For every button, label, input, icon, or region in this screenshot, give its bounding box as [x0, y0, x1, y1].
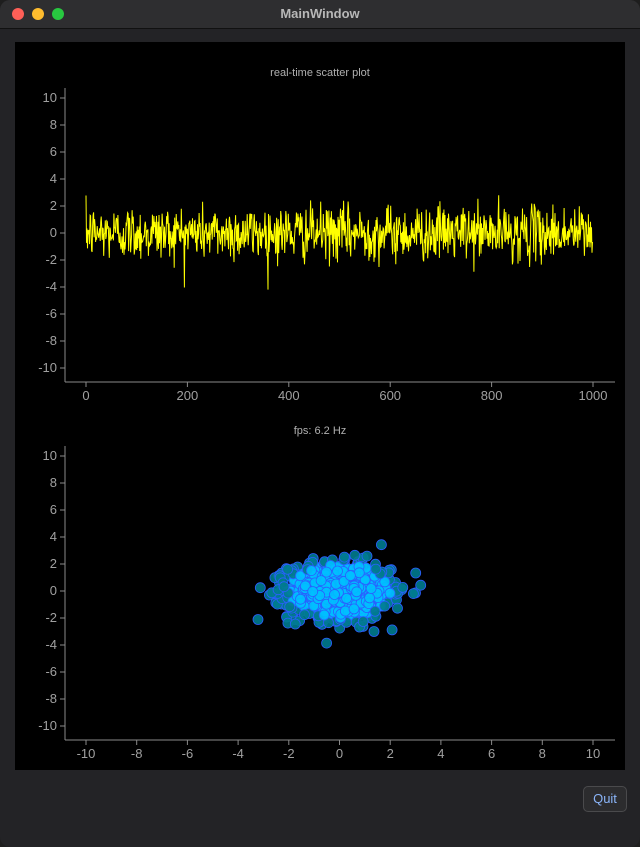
scatter-point	[295, 570, 306, 582]
scatter-point	[252, 614, 264, 625]
scatter-point	[359, 574, 371, 586]
scatter-point	[351, 586, 363, 598]
scatter-point	[282, 563, 294, 575]
scatter-point	[415, 579, 427, 591]
scatter-point	[364, 592, 376, 604]
scatter-point	[341, 593, 353, 604]
x-tick-label: 2	[387, 746, 394, 761]
scatter-point	[305, 565, 317, 576]
scatter-point	[368, 626, 380, 637]
x-tick-label: 10	[586, 746, 600, 761]
y-tick-label: 0	[50, 225, 57, 240]
scatter-point	[344, 570, 356, 581]
scatter-point	[386, 624, 398, 636]
scatter-point	[365, 583, 377, 594]
scatter-point	[284, 601, 296, 613]
y-tick-label: -8	[45, 333, 57, 348]
quit-button[interactable]: Quit	[583, 786, 627, 812]
y-tick-label: -2	[45, 252, 57, 267]
close-icon[interactable]	[12, 8, 24, 20]
zoom-icon[interactable]	[52, 8, 64, 20]
y-tick-label: 8	[50, 475, 57, 490]
x-tick-label: 4	[437, 746, 444, 761]
scatter-chart: fps: 6.2 Hz 10 8 6 4 2 0 -2 -4 -6 -8 -10 -10 -8 -6 -4 -2…	[38, 425, 615, 761]
scatter-point	[384, 587, 396, 599]
scatter-point	[295, 593, 306, 605]
x-tick-label: 800	[481, 388, 503, 403]
y-tick-label: -4	[45, 637, 57, 652]
scatter-point	[348, 603, 360, 615]
scatter-point	[307, 586, 319, 597]
scatter-point	[332, 565, 343, 577]
y-tick-label: 10	[43, 90, 57, 105]
y-tick-label: 4	[50, 171, 57, 186]
scatter-point	[321, 566, 332, 578]
scatter-point	[407, 588, 419, 599]
x-tick-label: -4	[232, 746, 244, 761]
x-tick-label: -2	[283, 746, 295, 761]
y-tick-label: 2	[50, 198, 57, 213]
plots-svg: real-time scatter plot 10 8 6 4 2 0 -2 -4 -6 -8 -10…	[38, 67, 615, 761]
x-tick-label: 0	[336, 746, 343, 761]
y-tick-label: -6	[45, 664, 57, 679]
minimize-icon[interactable]	[32, 8, 44, 20]
x-tick-label: -6	[182, 746, 194, 761]
title-bar: MainWindow	[0, 0, 640, 29]
line-chart: real-time scatter plot 10 8 6 4 2 0 -2 -4 -6 -8 -10…	[38, 67, 615, 403]
y-tick-label: 8	[50, 117, 57, 132]
y-tick-label: 6	[50, 502, 57, 517]
scatter-point	[349, 549, 361, 561]
scatter-point	[289, 618, 301, 630]
y-tick-label: 0	[50, 583, 57, 598]
x-tick-label: 6	[488, 746, 495, 761]
y-tick-label: -10	[38, 360, 57, 375]
x-tick-label: 0	[82, 388, 89, 403]
scatter-point	[379, 576, 391, 588]
y-tick-label: 4	[50, 529, 57, 544]
y-tick-label: -4	[45, 279, 57, 294]
scatter-point	[299, 609, 310, 621]
series-line	[85, 195, 593, 290]
x-tick-label: 400	[278, 388, 300, 403]
x-tick-label: -10	[77, 746, 96, 761]
scatter-point	[278, 581, 290, 593]
y-tick-label: 6	[50, 144, 57, 159]
scatter-point	[370, 563, 382, 575]
scatter-point	[369, 605, 381, 617]
scatter-point	[361, 550, 373, 562]
window-title: MainWindow	[280, 6, 360, 21]
y-tick-label: 10	[43, 448, 57, 463]
scatter-point	[353, 567, 365, 579]
scatter-point	[321, 637, 333, 649]
scatter-point	[410, 567, 422, 579]
scatter-point	[254, 582, 266, 594]
x-tick-label: 1000	[579, 388, 608, 403]
x-tick-label: 200	[177, 388, 199, 403]
y-tick-label: -2	[45, 610, 57, 625]
scatter-point	[338, 551, 350, 563]
y-tick-label: -8	[45, 691, 57, 706]
scatter-point	[392, 602, 403, 614]
scatter-point	[329, 589, 340, 600]
chart-title: fps: 6.2 Hz	[294, 425, 347, 437]
scatter-point	[379, 600, 391, 612]
scatter-point	[315, 575, 327, 586]
plot-area: real-time scatter plot 10 8 6 4 2 0 -2 -4 -6 -8 -10…	[15, 42, 625, 770]
x-tick-label: 600	[379, 388, 401, 403]
y-tick-label: -6	[45, 306, 57, 321]
x-tick-label: -8	[131, 746, 143, 761]
chart-title: real-time scatter plot	[270, 67, 370, 79]
y-tick-label: 2	[50, 556, 57, 571]
scatter-point	[318, 609, 330, 621]
scatter-point	[299, 580, 311, 592]
x-tick-label: 8	[539, 746, 546, 761]
scatter-point	[357, 616, 369, 627]
scatter-point	[375, 539, 387, 551]
scatter-point	[397, 582, 409, 593]
y-tick-label: -10	[38, 718, 57, 733]
